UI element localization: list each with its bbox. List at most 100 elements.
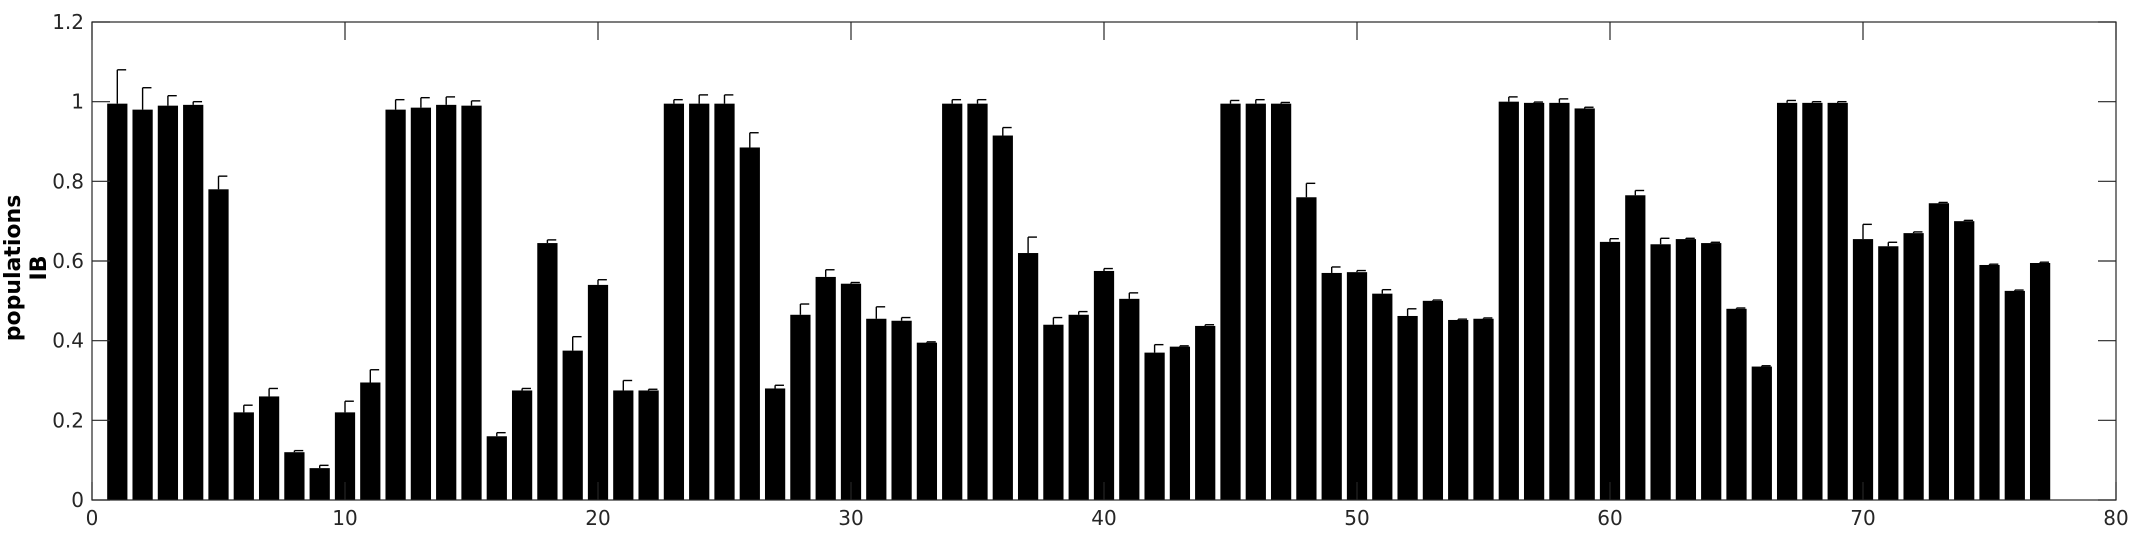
bar [1169, 346, 1191, 500]
bar [638, 390, 659, 500]
bar [1701, 243, 1722, 500]
bar [1422, 300, 1444, 500]
bars [107, 101, 2051, 501]
bar [562, 350, 583, 500]
bar [1245, 103, 1266, 501]
bar [916, 342, 938, 500]
bar [2029, 262, 2051, 500]
x-tick-label: 30 [838, 506, 863, 530]
bar [284, 452, 305, 500]
bar [511, 390, 533, 500]
y-tick-label: 0.4 [52, 329, 84, 353]
bar [1372, 293, 1393, 500]
bar [1650, 244, 1671, 500]
bar [107, 103, 128, 501]
y-tick-label: 0.6 [52, 249, 84, 273]
bar [1675, 239, 1697, 500]
y-axis-label-line-2: IB [27, 256, 52, 281]
bar [410, 107, 432, 501]
bar [891, 320, 912, 500]
bar [714, 103, 735, 501]
x-tick-label: 50 [1344, 506, 1369, 530]
bar [1878, 246, 1899, 500]
bar [537, 243, 558, 500]
x-tick-label: 60 [1597, 506, 1622, 530]
bar [1017, 253, 1039, 500]
bar [1599, 241, 1621, 500]
bar [1776, 102, 1798, 500]
bar [1751, 366, 1772, 500]
bar [992, 135, 1013, 500]
bar [208, 189, 229, 501]
x-tick-label: 10 [332, 506, 357, 530]
bar [1802, 102, 1823, 500]
y-tick-label: 0 [71, 488, 84, 512]
y-tick-label: 1.2 [52, 10, 84, 34]
bar [1523, 102, 1545, 500]
y-axis-label-group: populations IB [1, 195, 52, 342]
bar [663, 103, 685, 501]
bar [587, 284, 609, 500]
bar [1549, 102, 1570, 500]
bar [866, 318, 887, 500]
bar [461, 105, 482, 501]
bar [1903, 233, 1924, 500]
bar [1574, 108, 1595, 501]
bar [1726, 308, 1747, 500]
bar [1954, 221, 1975, 500]
bar [1448, 319, 1469, 500]
bar [739, 147, 760, 500]
bar [1093, 270, 1115, 500]
bar [1473, 318, 1494, 500]
bar [840, 283, 862, 500]
bar [1119, 298, 1140, 500]
bar [1043, 324, 1064, 500]
bar [1827, 102, 1848, 500]
bar [1625, 195, 1646, 500]
y-tick-labels: 0 0.2 0.4 0.6 0.8 1 1.2 [52, 10, 84, 512]
y-tick-label: 0.2 [52, 408, 84, 432]
bar [1928, 203, 1950, 500]
y-tick-label: 1 [71, 90, 84, 114]
bar [258, 396, 280, 500]
bar [486, 436, 507, 500]
bar [1321, 272, 1342, 500]
bar [334, 412, 356, 500]
bar [360, 382, 381, 500]
bar [436, 104, 457, 500]
bar [183, 104, 204, 500]
bar [157, 105, 179, 501]
x-tick-label: 80 [2103, 506, 2128, 530]
bar [1220, 103, 1241, 501]
x-tick-label: 0 [86, 506, 99, 530]
bar [815, 276, 836, 500]
bar [1144, 352, 1165, 500]
bar [233, 412, 254, 500]
bar [967, 103, 988, 501]
x-tick-label: 40 [1091, 506, 1116, 530]
error-bars [116, 69, 2049, 469]
bar [1979, 264, 2000, 500]
bar [790, 314, 811, 500]
bar [1346, 272, 1368, 500]
bar [1852, 239, 1874, 500]
bar [942, 103, 963, 501]
bar [1195, 325, 1216, 500]
bar [2004, 290, 2025, 500]
x-tick-labels: 0 10 20 30 40 50 60 70 80 [86, 506, 2129, 530]
bar [1498, 101, 1519, 501]
bar [1397, 315, 1418, 500]
bar [764, 388, 786, 500]
bar [1068, 314, 1089, 500]
bar [613, 390, 634, 500]
y-tick-label: 0.8 [52, 169, 84, 193]
bar [1296, 197, 1317, 500]
plot-frame [91, 21, 2117, 501]
x-tick-label: 20 [585, 506, 610, 530]
bar [1270, 103, 1292, 501]
x-tick-label: 70 [1850, 506, 1875, 530]
bar [385, 109, 406, 500]
bar [309, 468, 330, 500]
bar [689, 103, 710, 501]
